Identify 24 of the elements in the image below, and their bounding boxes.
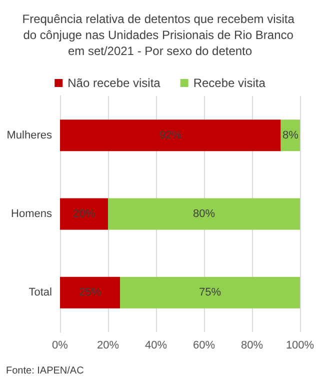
x-tick-label: 40% xyxy=(144,340,168,352)
x-tick-label: 100% xyxy=(286,340,314,352)
bar xyxy=(60,198,108,230)
data-label: 80% xyxy=(192,208,216,220)
chart-title: Frequência relativa de detentos que recebem visita do cônjuge nas Unidades Prisionais de Rio Branco em set/2021 - Por sexo do detento xyxy=(22,12,298,58)
legend-label: Não recebe visita xyxy=(68,76,161,90)
legend-label: Recebe visita xyxy=(193,76,266,90)
x-tick-label: 0% xyxy=(52,340,68,352)
bar xyxy=(120,276,300,308)
bar xyxy=(108,198,300,230)
y-tick-label: Homens xyxy=(11,208,52,220)
y-tick-label: Total xyxy=(28,286,52,299)
data-label: 20% xyxy=(72,208,96,220)
bar xyxy=(60,276,120,308)
data-label: 75% xyxy=(198,286,222,299)
data-label: 92% xyxy=(159,129,182,142)
y-tick-label: Mulheres xyxy=(6,129,52,142)
x-tick-label: 60% xyxy=(192,340,216,352)
x-tick-label: 20% xyxy=(96,340,120,352)
data-label: 8% xyxy=(282,129,299,142)
data-label: 25% xyxy=(78,286,102,299)
bar xyxy=(60,120,281,152)
x-tick-label: 80% xyxy=(240,340,264,352)
source-note: Fonte: IAPEN/AC xyxy=(6,366,84,376)
